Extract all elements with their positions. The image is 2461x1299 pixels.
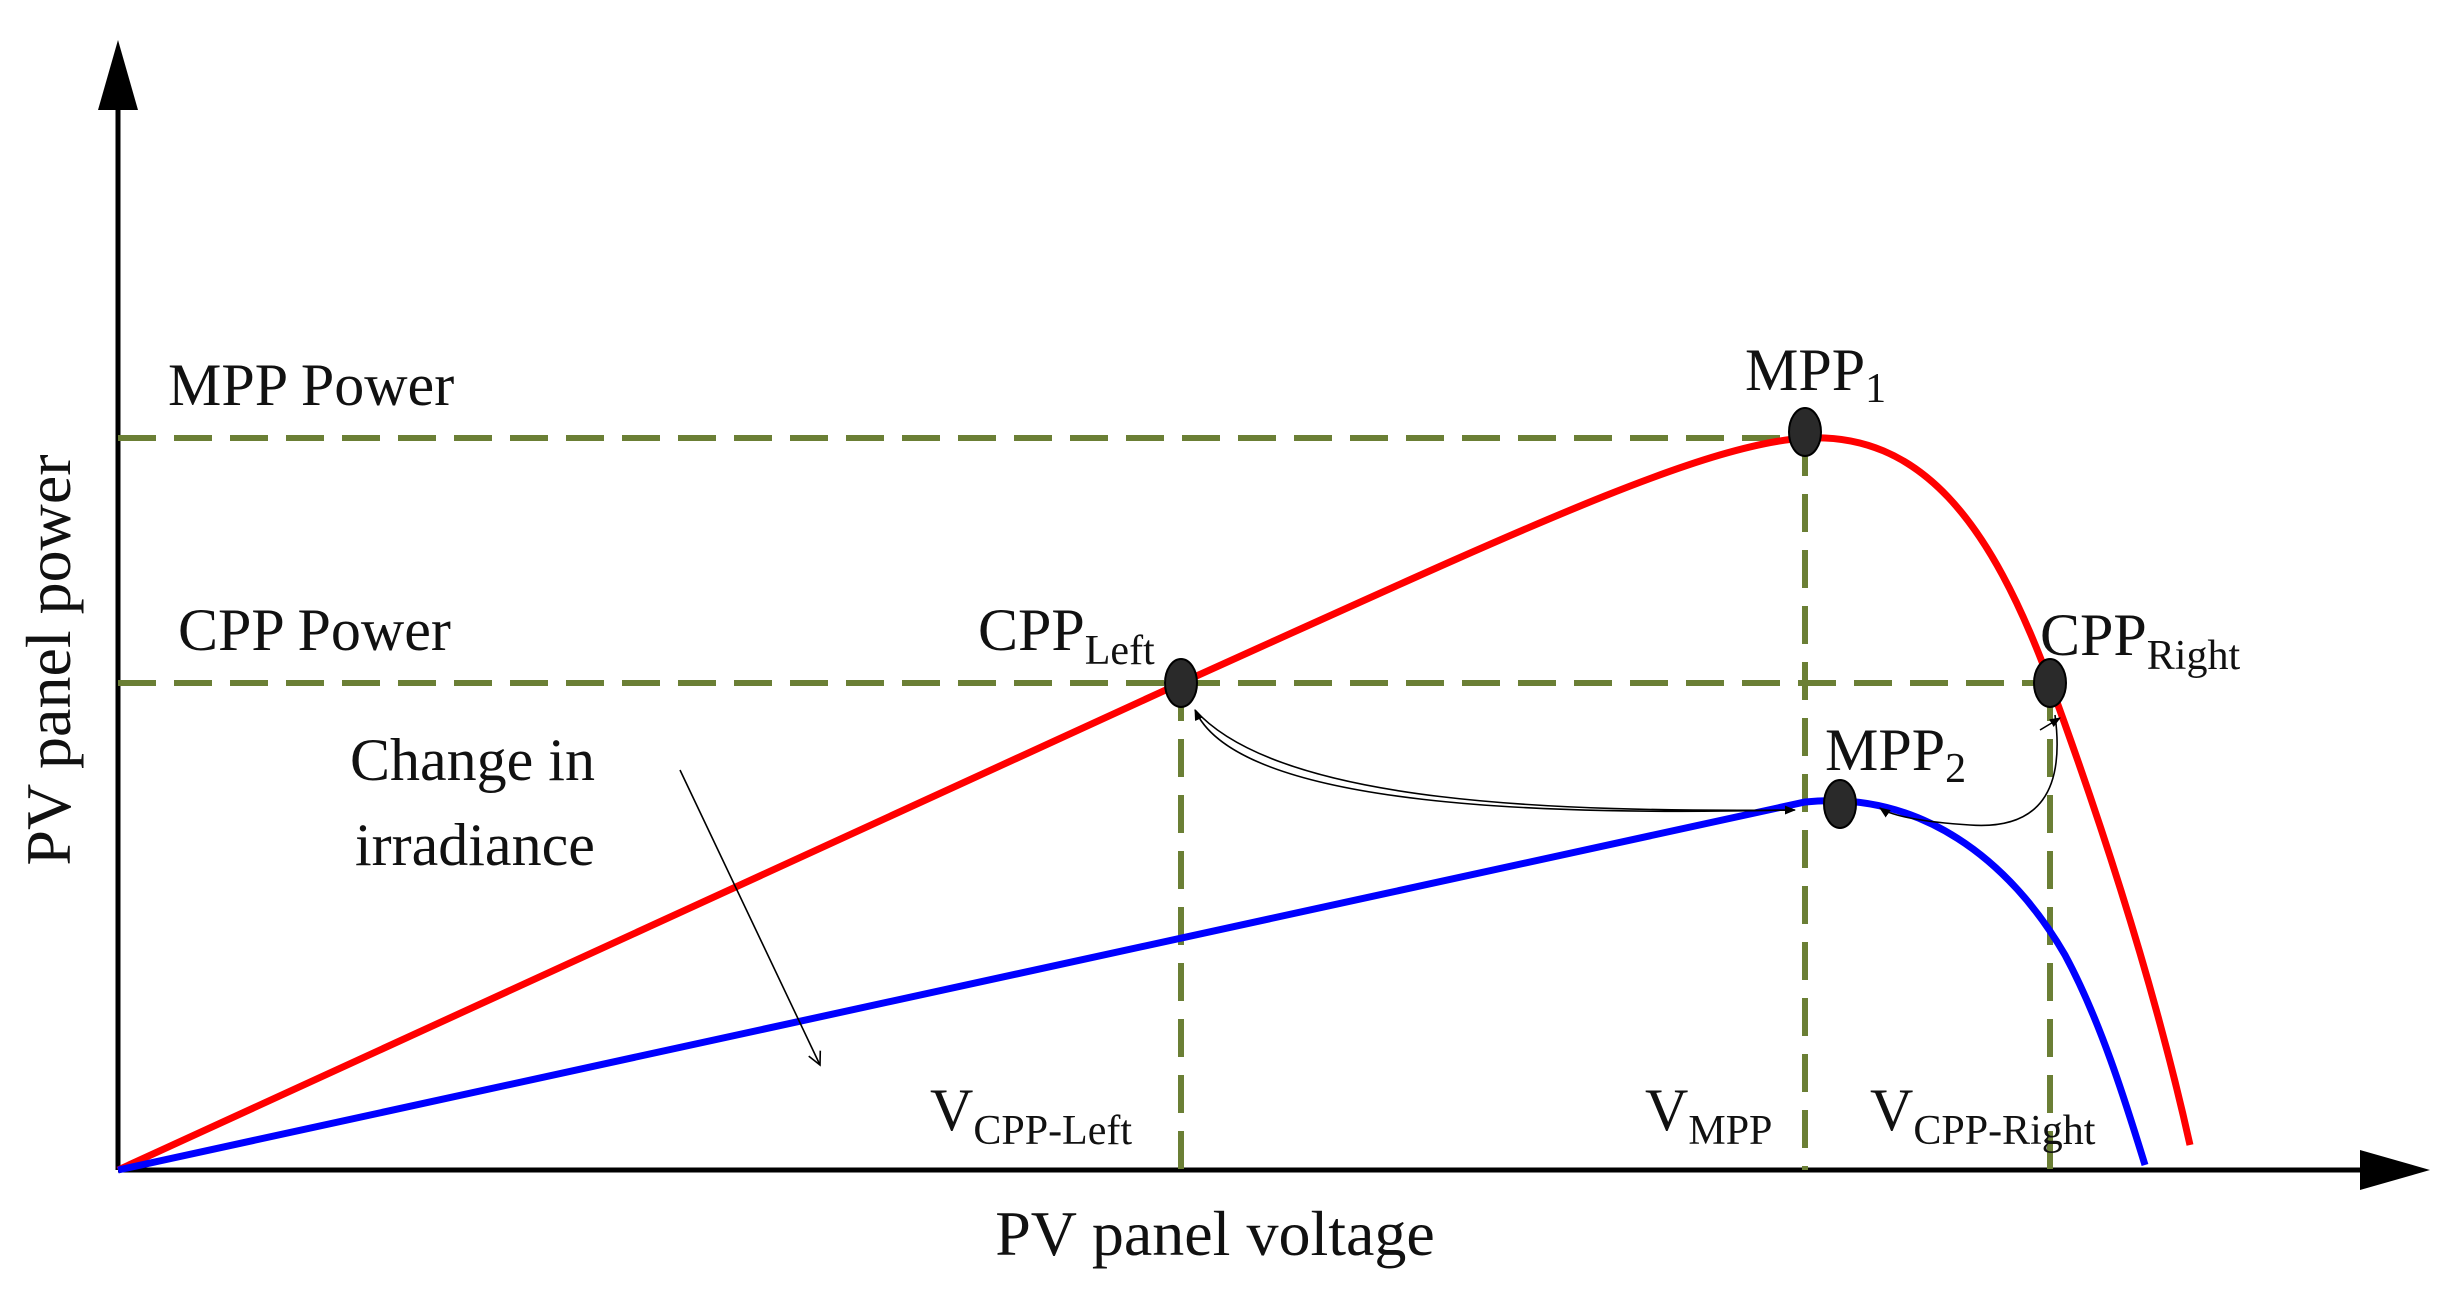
cpp-left-label: CPPLeft — [978, 597, 1155, 674]
v-cpp-right-label: VCPP-Right — [1870, 1077, 2096, 1154]
mpp1-label: MPP1 — [1745, 337, 1886, 412]
x-axis-title: PV panel voltage — [995, 1198, 1435, 1269]
pv-curve-low-irradiance — [117, 797, 2149, 1174]
irradiance-label-line2: irradiance — [355, 812, 595, 878]
irradiance-label-line1: Change in — [350, 727, 595, 793]
y-axis-title: PV panel power — [13, 454, 84, 865]
pv-curve-high-irradiance — [116, 434, 2194, 1174]
arrow-to-cpp-right — [2039, 717, 2061, 731]
y-axis-arrowhead — [98, 40, 138, 110]
mpp2-marker — [1823, 779, 1857, 829]
guide-lines — [118, 435, 2053, 1170]
cpp-power-label: CPP Power — [178, 597, 451, 663]
arrow-mpp2-to-cpp-left — [1194, 708, 1791, 813]
arrow-cpp-left-to-mpp2 — [1194, 709, 1797, 815]
mpp2-label: MPP2 — [1825, 717, 1966, 792]
cpp-right-marker — [2033, 658, 2067, 708]
v-mpp-label: VMPP — [1645, 1077, 1772, 1154]
axes — [98, 40, 2430, 1190]
mpp-power-label: MPP Power — [168, 352, 454, 418]
cpp-right-label: CPPRight — [2040, 602, 2240, 679]
operating-points — [1164, 407, 2067, 829]
transition-arrows — [1194, 708, 2061, 827]
v-cpp-left-label: VCPP-Left — [930, 1077, 1132, 1154]
irradiance-change-arrow — [679, 769, 820, 1065]
mpp1-marker — [1788, 407, 1822, 457]
cpp-left-marker — [1164, 658, 1198, 708]
x-axis-arrowhead — [2360, 1150, 2430, 1190]
arrow-cpp-right-to-mpp2 — [1879, 714, 2058, 827]
